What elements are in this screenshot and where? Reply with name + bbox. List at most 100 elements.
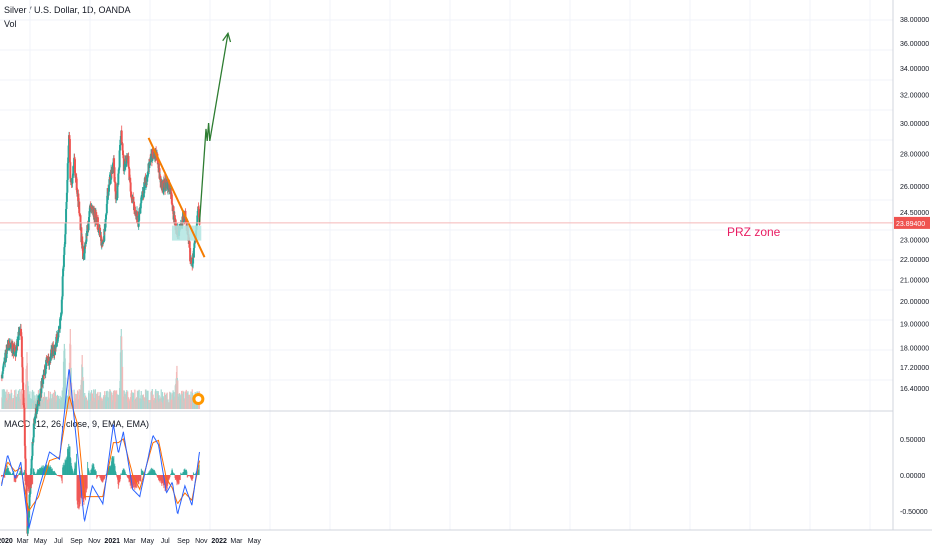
prz-zone-box	[171, 225, 202, 241]
histogram-bar	[115, 473, 117, 475]
candle-body	[80, 227, 83, 243]
candle-body	[52, 345, 55, 347]
time-tick-label: Nov	[195, 538, 208, 545]
price-tick-label: 32.00000	[900, 93, 929, 100]
candle-body	[168, 184, 171, 189]
histogram-bar	[120, 473, 122, 475]
candle-body	[71, 175, 74, 178]
candle-body	[66, 179, 69, 193]
candle-body	[119, 144, 122, 151]
histogram-bar	[124, 472, 126, 475]
histogram-bar	[179, 475, 181, 481]
time-tick-label: Mar	[17, 538, 30, 545]
candle-body	[198, 209, 201, 218]
candle-body	[81, 236, 84, 249]
time-tick-label: Mar	[123, 538, 136, 545]
candle-body	[30, 458, 33, 469]
volume-indicator-label: Vol	[4, 19, 17, 29]
candle-body	[24, 458, 27, 474]
candle-body	[62, 254, 65, 267]
candle-body	[109, 179, 112, 184]
candle-body	[24, 445, 27, 459]
candle-body	[79, 214, 82, 216]
candle-body	[21, 356, 24, 368]
candle-body	[99, 235, 102, 237]
volume-bar	[182, 390, 184, 409]
volume-bar	[3, 389, 5, 409]
candle-body	[22, 405, 25, 408]
candle-body	[23, 423, 26, 446]
histogram-bar	[86, 475, 88, 489]
histogram-bar	[72, 470, 74, 475]
macd-indicator-label: MACD (12, 26, close, 9, EMA, EMA)	[4, 419, 150, 429]
candle-body	[67, 157, 70, 164]
histogram-bar	[59, 475, 61, 477]
candle-body	[166, 180, 169, 182]
candle-body	[34, 414, 37, 417]
price-tick-label: 20.00000	[900, 299, 929, 306]
candle-body	[18, 330, 21, 336]
candle-body	[193, 241, 196, 244]
volume-bar	[88, 390, 90, 409]
candle-body	[60, 313, 63, 316]
candle-body	[76, 190, 79, 193]
candle-body	[185, 220, 188, 223]
candle-body	[71, 183, 74, 185]
candle-body	[75, 176, 78, 179]
candle-body	[36, 406, 39, 412]
prz-zone-label: PRZ zone	[727, 225, 781, 239]
candle-body	[121, 150, 124, 156]
candle-body	[66, 163, 69, 180]
candle-body	[20, 335, 23, 337]
candle-body	[134, 211, 137, 216]
candle-body	[38, 395, 41, 402]
candle-body	[62, 266, 65, 269]
candle-body	[86, 225, 89, 236]
candle-body	[17, 336, 20, 347]
candle-body	[171, 203, 174, 206]
candle-body	[137, 220, 140, 227]
candle-body	[147, 174, 150, 175]
candle-body	[25, 476, 28, 504]
volume-bar	[183, 391, 185, 409]
candle-body	[96, 217, 99, 230]
candle-body	[73, 157, 76, 160]
candle-body	[139, 203, 142, 209]
candle-body	[57, 329, 60, 331]
candle-body	[25, 503, 28, 510]
price-tick-label: 18.00000	[900, 345, 929, 352]
current-price-badge	[894, 216, 930, 229]
candle-body	[163, 179, 166, 184]
candle-body	[51, 353, 54, 357]
candle-body	[48, 360, 51, 366]
candle-body	[169, 188, 172, 195]
event-marker-icon-center	[195, 396, 202, 402]
volume-bar	[111, 395, 113, 409]
candle-body	[140, 195, 143, 198]
candle-body	[1, 371, 4, 374]
candle-body	[20, 328, 23, 336]
volume-bar	[124, 394, 126, 409]
candle-body	[143, 182, 146, 194]
candle-body	[13, 345, 16, 349]
candle-body	[136, 211, 139, 221]
candle-body	[105, 203, 108, 214]
histogram-bar	[126, 474, 128, 475]
time-tick-label: Sep	[177, 538, 190, 545]
histogram-bar	[140, 475, 142, 482]
candle-body	[129, 182, 132, 192]
histogram-bar	[192, 475, 194, 479]
candle-body	[65, 208, 68, 224]
volume-bars	[1, 329, 201, 409]
time-tick-label: Mar	[230, 538, 243, 545]
time-tick-label: Jul	[54, 538, 63, 545]
volume-bar	[161, 392, 164, 409]
volume-bar	[160, 389, 162, 409]
histogram-bar	[17, 475, 19, 477]
candle-body	[132, 196, 135, 202]
time-tick-label: May	[248, 538, 262, 545]
projection-arrowhead	[222, 31, 232, 43]
candle-body	[31, 441, 34, 456]
volume-bar	[147, 390, 149, 409]
